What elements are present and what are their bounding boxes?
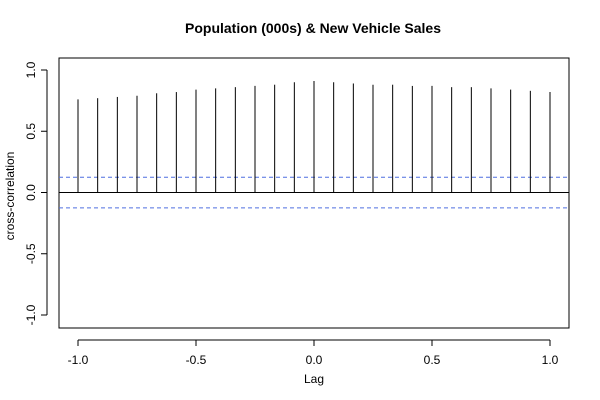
- y-tick-label: -0.5: [24, 243, 38, 264]
- x-tick-label: 0.5: [424, 353, 441, 367]
- y-tick-label: 1.0: [24, 61, 38, 78]
- x-tick-label: -1.0: [68, 353, 89, 367]
- x-axis: -1.0 -0.5 0.0 0.5 1.0: [68, 339, 559, 367]
- bars-group: [77, 81, 551, 193]
- x-tick-label: 0.0: [306, 353, 323, 367]
- y-tick-label: 0.0: [24, 184, 38, 201]
- y-axis: -1.0 -0.5 0.0 0.5 1.0: [24, 61, 48, 325]
- y-tick-label: 0.5: [24, 123, 38, 140]
- y-tick-label: -1.0: [24, 304, 38, 325]
- x-tick-label: 1.0: [542, 353, 559, 367]
- x-tick-label: -0.5: [186, 353, 207, 367]
- x-axis-label: Lag: [304, 372, 324, 386]
- chart-title: Population (000s) & New Vehicle Sales: [185, 20, 441, 36]
- y-axis-label: cross-correlation: [3, 152, 17, 241]
